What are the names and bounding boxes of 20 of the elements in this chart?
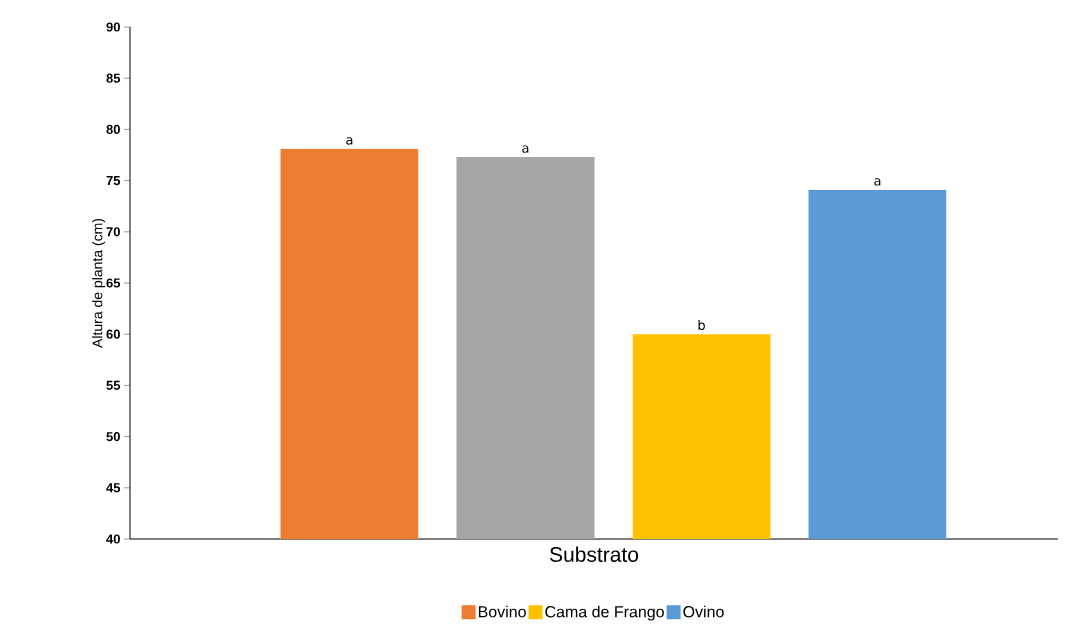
y-tick-label: 45 [106, 483, 121, 493]
y-tick-label: 65 [106, 278, 121, 288]
y-tick-label: 85 [106, 73, 121, 83]
y-axis-title: Altura de planta (cm) [92, 218, 106, 348]
y-tick-label: 75 [106, 176, 121, 186]
legend-label: Bovino [478, 605, 526, 618]
y-tick-label: 55 [106, 380, 121, 390]
legend-label: Ovino [683, 605, 724, 618]
y-tick-label: 80 [106, 124, 120, 134]
y-tick-label: 90 [106, 22, 120, 32]
y-tick-label: 50 [106, 431, 120, 442]
y-tick-label: 40 [106, 534, 120, 544]
data-label: b [698, 319, 705, 330]
y-tick-label: 70 [106, 227, 120, 237]
data-label: a [522, 145, 529, 153]
x-axis-title: Substrato [550, 546, 639, 562]
y-tick-label: 60 [106, 329, 120, 339]
legend-label: Cama de Frango [545, 605, 664, 621]
data-label: a [874, 178, 881, 186]
data-label: a [346, 137, 353, 145]
